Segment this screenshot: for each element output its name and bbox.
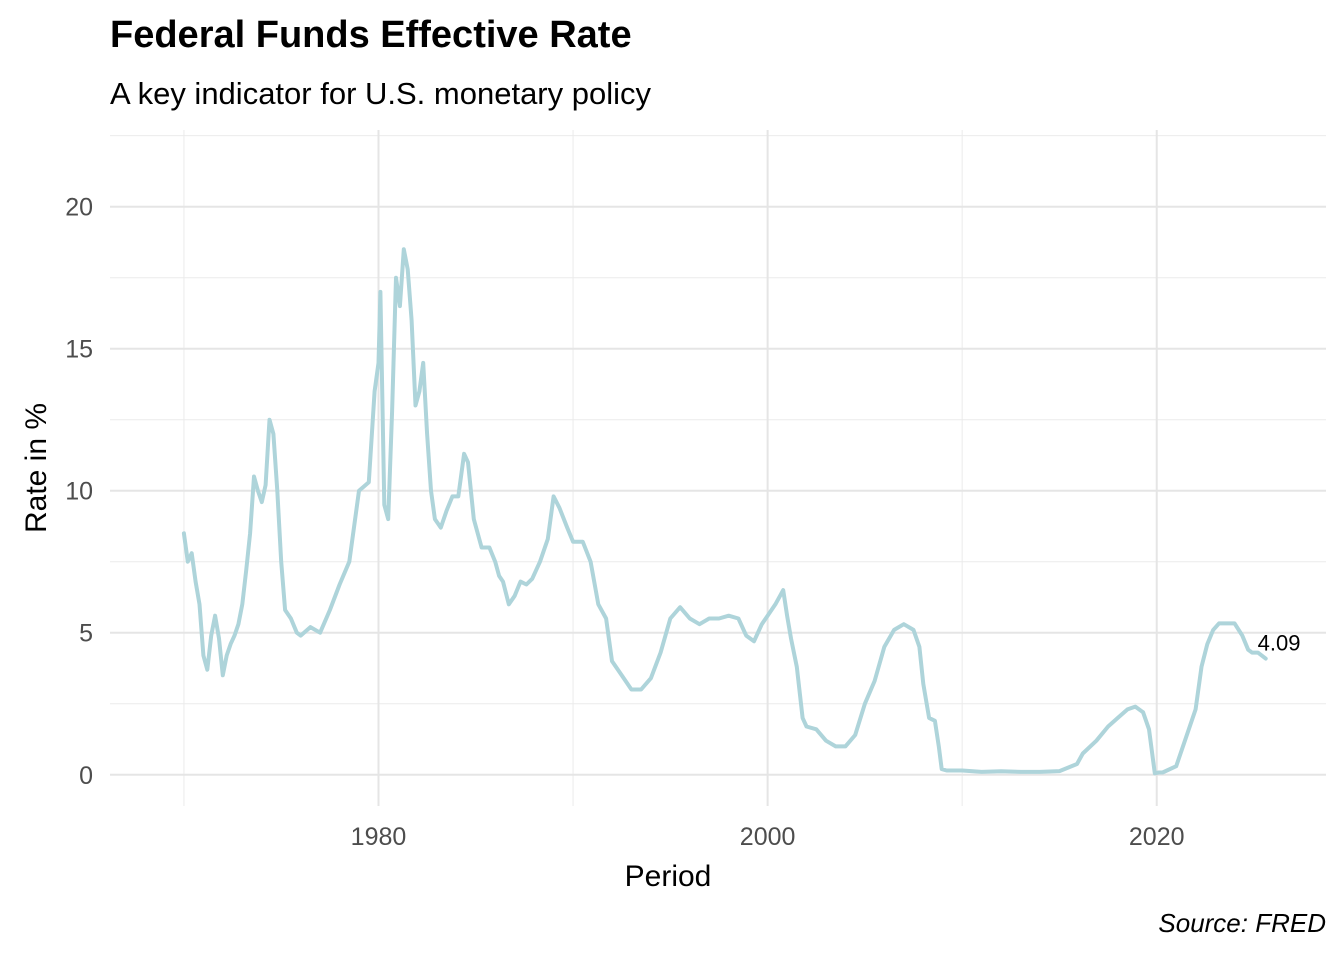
x-tick-label-2000: 2000 (740, 823, 796, 851)
minor-gridlines (110, 130, 1326, 806)
y-tick-label-20: 20 (65, 194, 93, 222)
source-caption: Source: FRED (1158, 908, 1326, 938)
series-group (181, 247, 1268, 776)
y-tick-label-5: 5 (79, 620, 93, 648)
y-axis-tick-labels: 0 5 10 15 20 (65, 194, 93, 790)
x-axis-tick-labels: 1980 2000 2020 (351, 823, 1185, 851)
x-tick-label-2020: 2020 (1129, 823, 1185, 851)
end-value-label: 4.09 (1258, 631, 1301, 656)
chart-subtitle: A key indicator for U.S. monetary policy (110, 76, 652, 111)
y-tick-label-10: 10 (65, 478, 93, 506)
y-tick-label-0: 0 (79, 762, 93, 790)
major-gridlines (110, 130, 1326, 806)
x-tick-label-1980: 1980 (351, 823, 407, 851)
x-axis-title: Period (625, 860, 712, 893)
y-axis-title: Rate in % (20, 403, 53, 533)
series-line-1 (181, 247, 1268, 776)
y-tick-label-15: 15 (65, 336, 93, 364)
chart-title: Federal Funds Effective Rate (110, 14, 632, 56)
